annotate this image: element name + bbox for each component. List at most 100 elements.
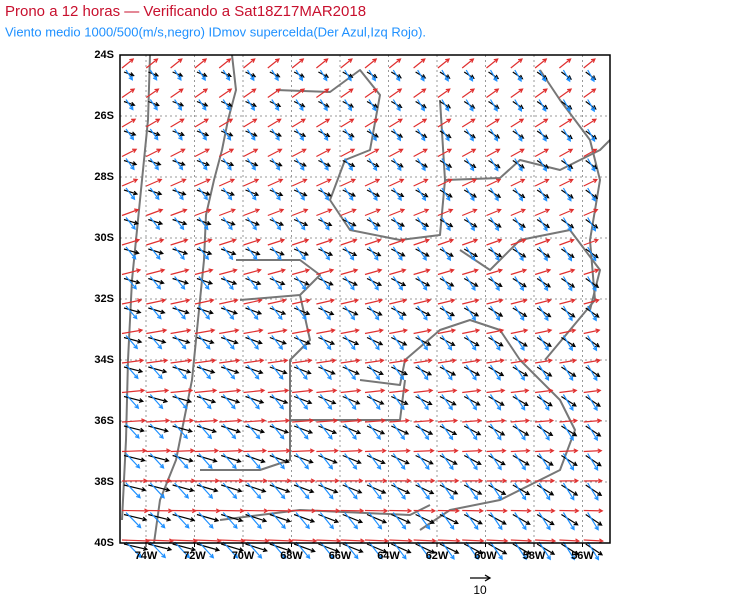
wind-arrow: [292, 508, 317, 514]
wind-arrow: [583, 148, 598, 158]
wind-arrow: [196, 336, 215, 345]
wind-arrow: [559, 58, 572, 69]
wind-arrow: [222, 482, 238, 500]
wind-arrow: [293, 484, 315, 494]
wind-arrow: [342, 425, 362, 435]
wind-arrow: [174, 512, 190, 529]
lon-label: 56W: [571, 550, 594, 562]
wind-arrow: [489, 69, 498, 82]
graticule: [120, 55, 610, 543]
wind-arrow: [391, 513, 411, 524]
wind-arrow: [389, 478, 412, 484]
wind-arrow: [510, 88, 524, 98]
wind-arrow: [293, 336, 312, 345]
wind-arrow: [123, 159, 138, 166]
wind-arrow: [316, 478, 340, 484]
wind-arrow: [417, 423, 430, 441]
wind-arrow: [413, 358, 433, 364]
wind-arrow: [148, 130, 161, 137]
wind-arrow: [583, 118, 597, 128]
wind-arrow: [562, 217, 572, 232]
wind-arrow: [342, 248, 358, 257]
wind-arrow: [121, 328, 144, 335]
wind-arrow: [488, 307, 504, 317]
wind-arrow: [489, 394, 502, 411]
wind-arrow: [222, 453, 237, 470]
wind-arrow: [247, 541, 263, 559]
wind-arrow: [221, 336, 239, 345]
wind-arrow: [413, 388, 434, 394]
wind-arrow: [196, 513, 220, 523]
wind-arrow: [585, 484, 603, 497]
wind-arrow: [366, 277, 383, 287]
wind-arrow: [583, 208, 599, 217]
wind-arrow: [465, 217, 475, 232]
wind-arrow: [295, 246, 306, 261]
wind-arrow: [465, 364, 477, 381]
wind-arrow: [269, 395, 289, 405]
wind-arrow: [316, 328, 336, 335]
wind-arrow: [415, 513, 435, 524]
wind-arrow: [559, 118, 573, 128]
lon-label: 62W: [426, 550, 449, 562]
wind-arrow: [174, 69, 182, 82]
wind-arrow: [415, 543, 436, 554]
wind-arrow: [514, 128, 523, 142]
wind-arrow: [366, 336, 384, 346]
wind-arrow: [194, 478, 220, 484]
wind-arrow: [514, 246, 524, 262]
wind-arrow: [389, 148, 404, 158]
wind-arrow: [366, 395, 385, 405]
lat-label: 24S: [94, 49, 114, 61]
wind-arrow: [392, 512, 407, 530]
wind-arrow: [488, 425, 506, 436]
wind-arrow: [295, 453, 310, 470]
wind-arrow: [465, 276, 476, 292]
wind-arrow: [415, 395, 433, 406]
wind-arrow: [198, 541, 215, 559]
wind-arrow: [538, 187, 548, 202]
wind-arrow: [220, 218, 236, 226]
wind-arrow: [267, 418, 291, 424]
wind-arrow: [488, 366, 505, 377]
wind-arrow: [340, 208, 357, 217]
wind-arrow: [561, 543, 580, 556]
wind-arrow: [172, 513, 196, 522]
wind-arrow: [222, 246, 234, 261]
wind-arrow: [441, 364, 453, 381]
wind-arrow: [196, 307, 214, 315]
wind-arrow: [149, 276, 162, 290]
wind-arrow: [170, 448, 196, 454]
wind-arrow: [489, 423, 502, 441]
wind-arrow: [413, 88, 427, 98]
wind-arrow: [170, 118, 185, 128]
wind-arrow: [389, 448, 411, 454]
wind-arrow: [368, 453, 382, 470]
wind-arrow: [512, 484, 531, 496]
wind-arrow: [439, 484, 459, 495]
wind-arrow: [222, 512, 238, 529]
wind-arrow: [123, 425, 145, 433]
wind-arrow: [316, 178, 332, 187]
wind-arrow: [340, 148, 356, 158]
wind-arrow: [219, 328, 240, 335]
wind-arrow: [417, 453, 430, 471]
wind-arrow: [415, 336, 432, 346]
wind-arrow: [417, 187, 427, 202]
wind-arrow: [271, 128, 280, 142]
wind-arrow: [364, 148, 380, 158]
wind-arrow: [587, 453, 599, 471]
wind-arrow: [198, 512, 214, 529]
wind-arrow: [220, 277, 238, 286]
wind-arrow: [219, 388, 242, 394]
wind-arrow: [267, 148, 283, 158]
wind-arrow: [121, 178, 139, 187]
wind-arrow: [583, 478, 604, 484]
wind-arrow: [486, 418, 507, 424]
wind-arrow: [437, 118, 452, 128]
wind-arrow: [218, 118, 234, 128]
wind-arrow: [222, 217, 233, 231]
wind-arrow: [174, 453, 189, 469]
wind-arrow: [391, 425, 410, 435]
wind-arrow: [170, 388, 194, 394]
